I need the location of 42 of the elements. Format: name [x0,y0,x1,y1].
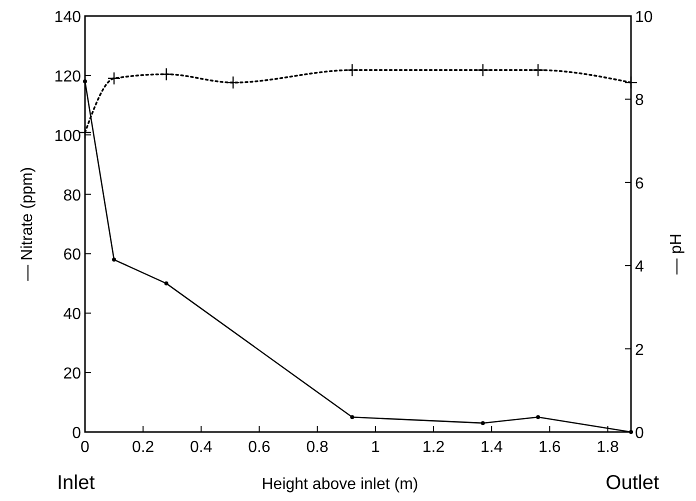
x-tick-label: 0.8 [306,439,329,456]
point [160,68,173,81]
y-axis-title: — Nitrate (ppm) [19,167,36,281]
y-tick-label: 120 [54,68,82,86]
x-tick-label: 1 [370,439,380,456]
x-tick-label: 1.6 [538,439,561,456]
y2-tick-label: 2 [635,342,644,359]
point [346,63,359,77]
y2-tick-label: 8 [635,92,644,110]
point [629,430,633,434]
point [107,72,121,85]
point [226,76,240,90]
y-tick-label: 80 [63,187,82,204]
point [476,63,490,77]
text: Outlet [606,472,660,494]
y-tick-label: 140 [54,9,82,26]
x-axis-title: Height above inlet (m) [262,476,418,493]
point [480,421,485,426]
text: Inlet [57,472,96,494]
point [350,415,354,420]
x-tick-label: 1.8 [596,439,619,456]
point [624,76,638,90]
point [164,281,168,286]
x-tick-label: 0.2 [132,439,154,456]
y2-axis-title: — pH [668,234,685,274]
point [83,79,87,84]
y-tick-label: 20 [63,366,82,383]
x-tick-label: 0.6 [248,439,270,456]
y-tick-label: 100 [54,128,82,145]
y2-tick-label: 10 [635,9,653,26]
point [531,63,545,77]
point [536,415,540,420]
y2-tick-label: 0 [635,425,644,442]
y-tick-label: 60 [63,246,82,264]
point [112,258,116,262]
x-tick-label: 1.4 [480,439,503,456]
x-tick-label: 0.4 [190,439,212,456]
y-tick-label: 0 [72,425,82,442]
y2-tick-label: 6 [635,175,644,192]
y-tick-label: 40 [63,306,82,324]
x-tick-label: 1.2 [422,439,445,456]
y2-tick-label: 4 [635,258,644,276]
